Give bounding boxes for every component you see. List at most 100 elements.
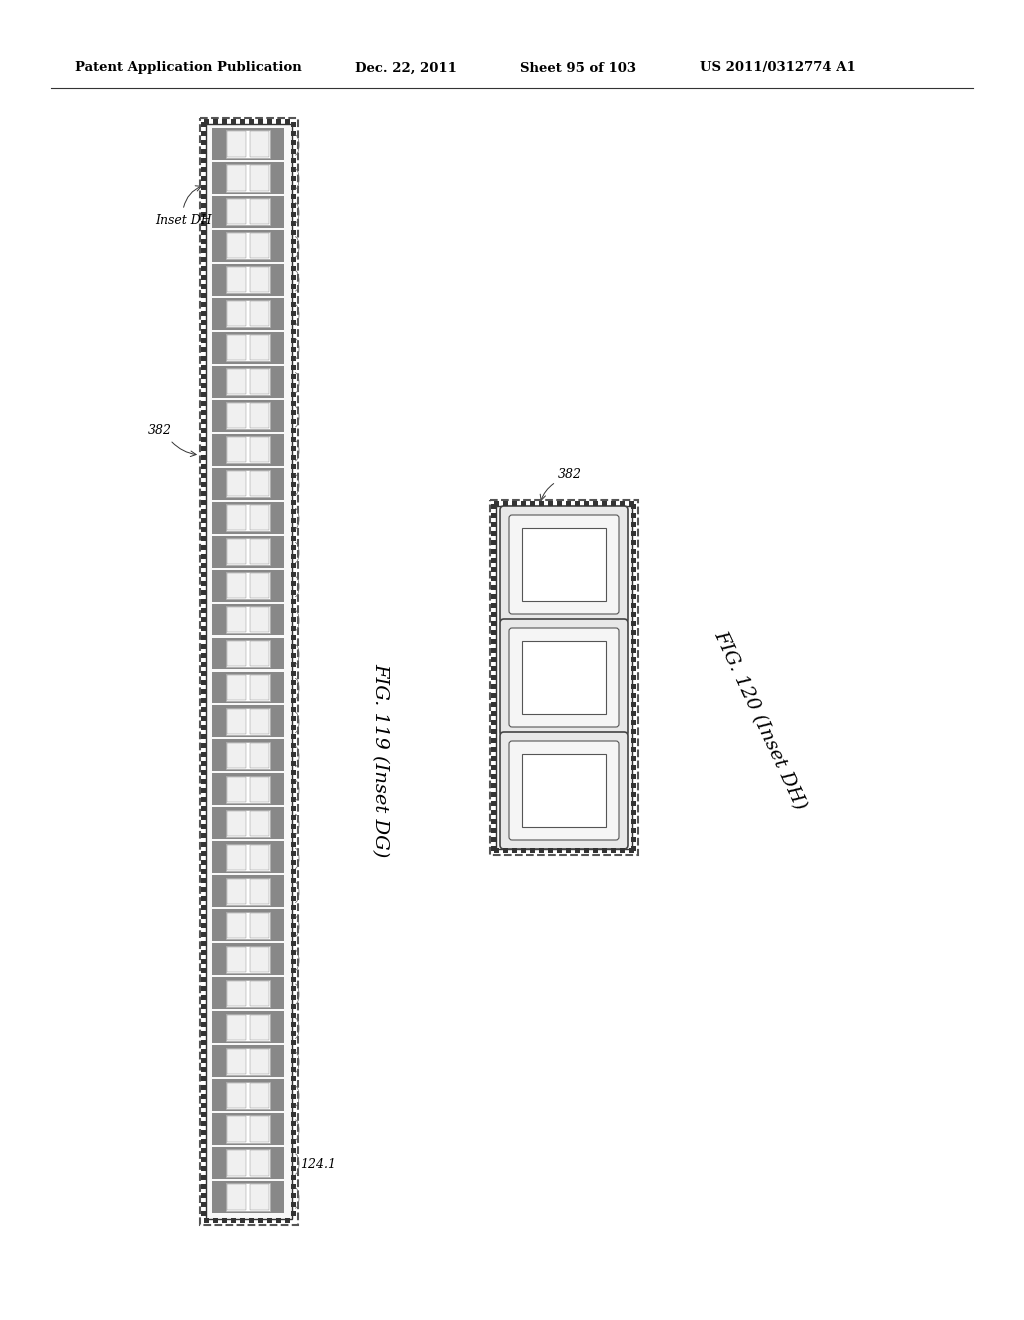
- Bar: [251, 132, 268, 157]
- Bar: [291, 1148, 296, 1152]
- Bar: [575, 502, 580, 506]
- Bar: [201, 1184, 206, 1189]
- Bar: [201, 1210, 206, 1216]
- Bar: [631, 630, 636, 635]
- Bar: [291, 734, 296, 739]
- Bar: [201, 814, 206, 820]
- Bar: [291, 1111, 296, 1117]
- Bar: [204, 119, 209, 124]
- Bar: [201, 609, 206, 612]
- FancyBboxPatch shape: [500, 619, 628, 737]
- Bar: [291, 950, 296, 954]
- Bar: [490, 711, 496, 715]
- Bar: [201, 833, 206, 838]
- Bar: [212, 603, 284, 635]
- Bar: [201, 1175, 206, 1180]
- Bar: [291, 239, 296, 244]
- Bar: [291, 995, 296, 1001]
- Bar: [201, 635, 206, 640]
- Bar: [258, 119, 263, 124]
- Bar: [593, 502, 598, 506]
- Bar: [631, 818, 636, 824]
- FancyBboxPatch shape: [500, 506, 628, 623]
- Bar: [226, 572, 269, 599]
- Bar: [200, 117, 298, 1225]
- Bar: [212, 400, 284, 432]
- Bar: [226, 843, 269, 871]
- Bar: [521, 502, 526, 506]
- Bar: [584, 502, 589, 506]
- Bar: [291, 302, 296, 308]
- Bar: [201, 1104, 206, 1107]
- Bar: [521, 847, 526, 853]
- Bar: [291, 572, 296, 577]
- Bar: [201, 564, 206, 568]
- Bar: [204, 1218, 209, 1224]
- Bar: [227, 845, 246, 870]
- Bar: [201, 168, 206, 172]
- Bar: [490, 620, 496, 626]
- Bar: [490, 828, 496, 833]
- Bar: [227, 506, 246, 531]
- Bar: [291, 896, 296, 902]
- Bar: [490, 846, 496, 851]
- Bar: [201, 220, 206, 226]
- Bar: [291, 671, 296, 676]
- FancyBboxPatch shape: [500, 733, 628, 849]
- Bar: [227, 675, 246, 700]
- Bar: [276, 119, 281, 124]
- Bar: [291, 680, 296, 685]
- Bar: [291, 616, 296, 622]
- Bar: [226, 640, 269, 667]
- Bar: [201, 932, 206, 937]
- Bar: [226, 1014, 269, 1040]
- Bar: [291, 347, 296, 352]
- Bar: [201, 302, 206, 308]
- Bar: [490, 549, 496, 554]
- Bar: [212, 467, 284, 499]
- Bar: [201, 626, 206, 631]
- Bar: [631, 521, 636, 527]
- Bar: [512, 502, 517, 506]
- Bar: [251, 810, 268, 836]
- Bar: [251, 199, 268, 224]
- Bar: [490, 612, 496, 616]
- Bar: [291, 698, 296, 704]
- Bar: [201, 527, 206, 532]
- Bar: [291, 446, 296, 451]
- Bar: [201, 446, 206, 451]
- Bar: [593, 847, 598, 853]
- Bar: [201, 896, 206, 902]
- Bar: [212, 366, 284, 397]
- Bar: [291, 257, 296, 261]
- Bar: [291, 960, 296, 964]
- Bar: [227, 199, 246, 224]
- Bar: [631, 639, 636, 644]
- Bar: [620, 847, 625, 853]
- Bar: [201, 257, 206, 261]
- Bar: [251, 1082, 268, 1107]
- Bar: [291, 869, 296, 874]
- Bar: [291, 1094, 296, 1100]
- Bar: [201, 455, 206, 459]
- Bar: [291, 356, 296, 360]
- Bar: [212, 1080, 284, 1111]
- Bar: [291, 312, 296, 315]
- Bar: [631, 810, 636, 814]
- Bar: [201, 482, 206, 487]
- Bar: [201, 851, 206, 855]
- Bar: [201, 770, 206, 775]
- Bar: [291, 131, 296, 136]
- Bar: [631, 620, 636, 626]
- Bar: [201, 312, 206, 315]
- Bar: [503, 847, 508, 853]
- FancyBboxPatch shape: [509, 628, 618, 727]
- Bar: [201, 374, 206, 379]
- Bar: [201, 1139, 206, 1144]
- Bar: [251, 1151, 268, 1176]
- Bar: [276, 1218, 281, 1224]
- Bar: [201, 1111, 206, 1117]
- Bar: [201, 906, 206, 909]
- Bar: [227, 879, 246, 904]
- Bar: [212, 774, 284, 805]
